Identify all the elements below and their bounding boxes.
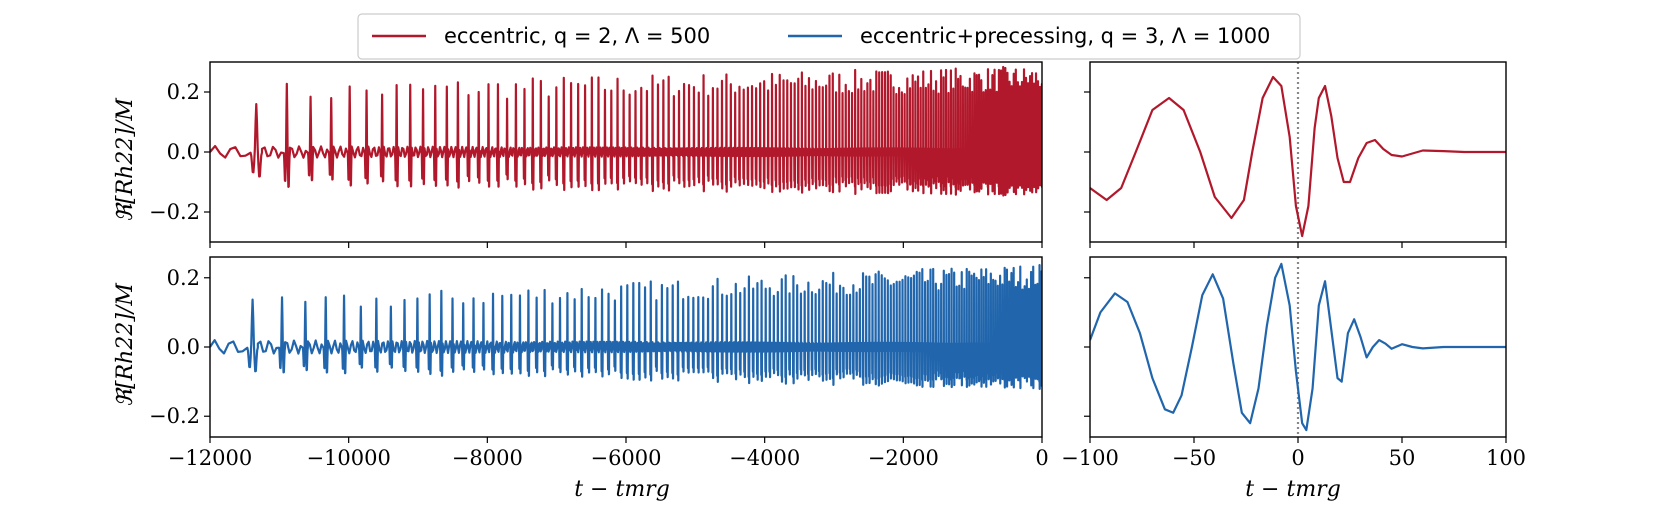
xtick-label: −12000 bbox=[168, 446, 252, 470]
legend: eccentric, q = 2, Λ = 500 eccentric+prec… bbox=[357, 13, 1301, 60]
legend-label-eccentric: eccentric, q = 2, Λ = 500 bbox=[444, 24, 710, 48]
panel-top-left: −0.2 0.0 0.2 bbox=[149, 61, 1043, 248]
ylabel-bottom: ℜ[Rh22]/M bbox=[113, 283, 138, 407]
xtick-label: −8000 bbox=[452, 446, 523, 470]
series-line bbox=[210, 65, 1042, 197]
xtick-label: −10000 bbox=[306, 446, 390, 470]
ylabel-top: ℜ[Rh22]/M bbox=[113, 98, 138, 222]
legend-label-eccentric-precessing: eccentric+precessing, q = 3, Λ = 1000 bbox=[860, 24, 1270, 48]
ytick-label: −0.2 bbox=[149, 404, 200, 428]
panel-bottom-left: −0.2 0.0 0.2 −12000 −10000 −8000 −6000 −4000 −20… bbox=[149, 256, 1049, 470]
ytick-label: 0.2 bbox=[167, 266, 200, 290]
xtick-label: −50 bbox=[1172, 446, 1216, 470]
series-line bbox=[210, 264, 1042, 390]
series-line bbox=[1090, 262, 1506, 432]
xtick-label: 0 bbox=[1035, 446, 1048, 470]
ytick-label: −0.2 bbox=[149, 200, 200, 224]
xtick-label: 100 bbox=[1486, 446, 1526, 470]
xlabel-right: t − tmrg bbox=[1245, 477, 1341, 502]
xtick-label: 0 bbox=[1291, 446, 1304, 470]
xtick-label: −6000 bbox=[590, 446, 661, 470]
xtick-label: −100 bbox=[1061, 446, 1119, 470]
xtick-label: −4000 bbox=[729, 446, 800, 470]
xtick-label: 50 bbox=[1389, 446, 1416, 470]
series-line bbox=[1090, 75, 1506, 238]
panel-bottom-right: −100 −50 0 50 100 bbox=[1061, 256, 1526, 470]
ytick-label: 0.0 bbox=[167, 335, 200, 359]
panel-top-right bbox=[1084, 61, 1507, 248]
xlabel-left: t − tmrg bbox=[574, 477, 670, 502]
xtick-label: −2000 bbox=[868, 446, 939, 470]
ytick-label: 0.0 bbox=[167, 140, 200, 164]
ytick-label: 0.2 bbox=[167, 80, 200, 104]
